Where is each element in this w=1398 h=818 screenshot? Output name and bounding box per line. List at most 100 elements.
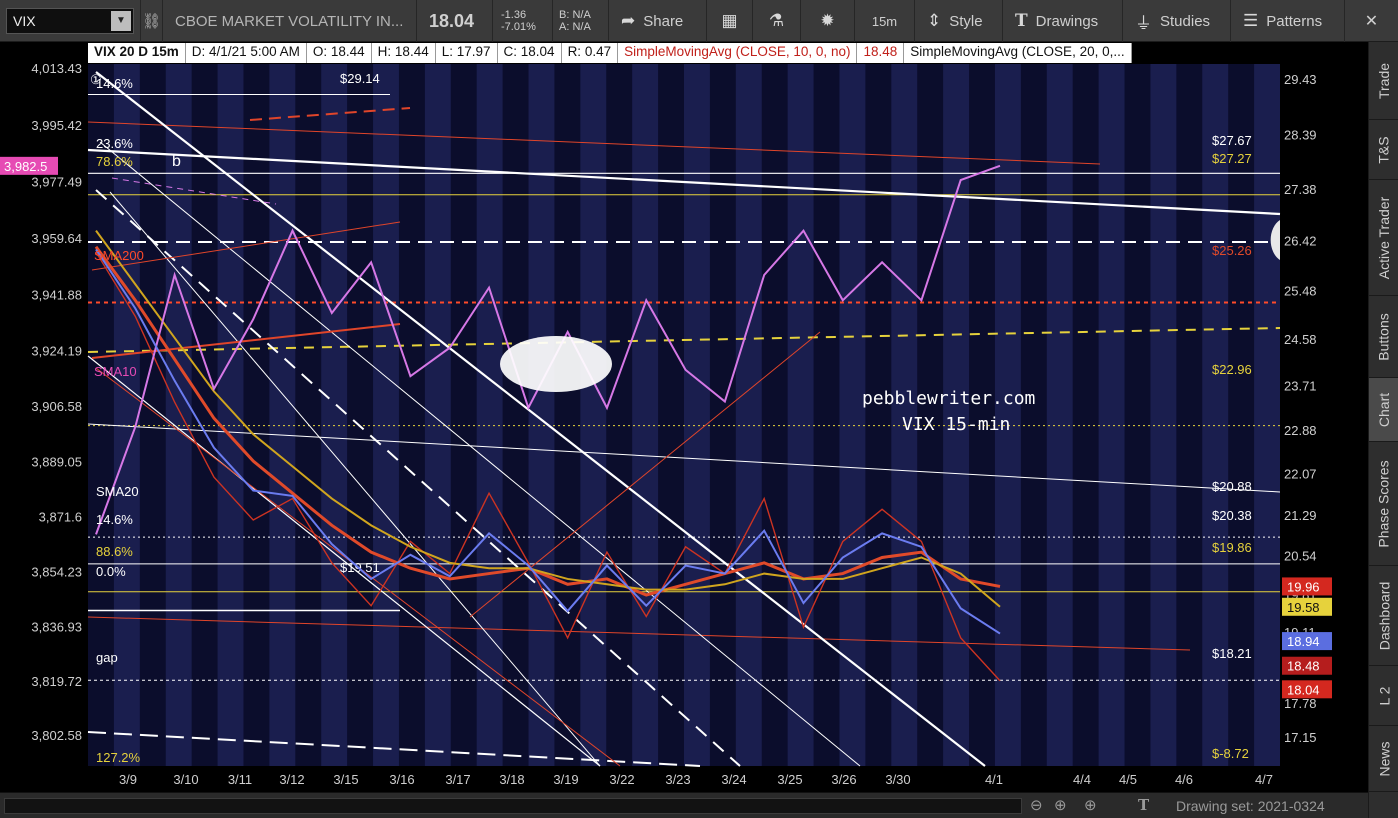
patterns-button[interactable]: ☰ Patterns [1230, 0, 1344, 42]
info-date: D: 4/1/21 5:00 AM [186, 43, 307, 63]
right-tab-strip: Trade T&S Active Trader Buttons Chart Ph… [1368, 42, 1398, 818]
tab-buttons[interactable]: Buttons [1369, 296, 1398, 378]
calculator-icon: ▦ [721, 11, 738, 30]
share-label: Share [643, 12, 684, 30]
settings-button[interactable]: ✹ [800, 0, 854, 42]
level-label: $18.21 [1212, 646, 1252, 661]
horizontal-scrollbar[interactable] [4, 798, 1022, 814]
strategy-button[interactable]: ⚗ [752, 0, 800, 42]
tab-dashboard[interactable]: Dashboard [1369, 566, 1398, 666]
trend-line [87, 731, 701, 767]
info-open: O: 18.44 [307, 43, 372, 63]
x-axis-tick: 3/26 [831, 772, 856, 787]
trend-line [91, 323, 401, 359]
left-axis-tick: 3,819.72 [31, 674, 82, 689]
price-chart[interactable]: VIX 20 D 15m D: 4/1/21 5:00 AM O: 18.44 … [0, 42, 1368, 792]
session-stripe [1098, 64, 1125, 766]
tab-trade[interactable]: Trade [1369, 42, 1398, 120]
left-axis-tick: 3,802.58 [31, 728, 82, 743]
x-axis-tick: 3/17 [445, 772, 470, 787]
info-range: R: 0.47 [562, 43, 619, 63]
chart-annotation: SMA10 [94, 364, 137, 379]
x-axis-tick: 3/23 [665, 772, 690, 787]
crosshair-icon[interactable]: ⊕ [1054, 797, 1067, 814]
x-axis-tick: 3/9 [119, 772, 137, 787]
session-stripe [165, 64, 192, 766]
tab-active-trader[interactable]: Active Trader [1369, 180, 1398, 296]
trend-line [109, 191, 601, 767]
info-symbol: VIX 20 D 15m [88, 43, 186, 63]
level-label: $20.88 [1212, 479, 1252, 494]
series-line-fast-average [95, 248, 1001, 635]
tab-chart[interactable]: Chart [1369, 378, 1398, 442]
share-icon: ➦ [621, 11, 636, 30]
tab-level2[interactable]: L 2 [1369, 666, 1398, 726]
calculator-button[interactable]: ▦ [706, 0, 752, 42]
level-label: $25.26 [1212, 243, 1252, 258]
info-sma20: SimpleMovingAvg (CLOSE, 20, 0,... [904, 43, 1132, 63]
series-line-vix [95, 251, 1001, 682]
info-high: H: 18.44 [372, 43, 436, 63]
session-stripe [943, 64, 970, 766]
zoom-out-icon[interactable]: ⊖ [1030, 797, 1043, 814]
tab-time-and-sales[interactable]: T&S [1369, 120, 1398, 180]
x-axis-tick: 3/15 [333, 772, 358, 787]
session-stripe [891, 64, 918, 766]
scrollbar-thumb[interactable] [5, 799, 1021, 813]
trend-line [87, 355, 601, 767]
style-button[interactable]: ⇕ Style [914, 0, 1002, 42]
zoom-in-icon[interactable]: ⊕ [1084, 797, 1097, 814]
session-stripe [735, 64, 762, 766]
symbol-input[interactable]: VIX ▼ [6, 8, 134, 34]
chart-annotation: gap [96, 650, 118, 665]
right-edge-marker [1270, 220, 1280, 260]
series-line-sma10 [94, 245, 1001, 597]
right-axis-tick: 28.39 [1284, 128, 1317, 143]
level-label: $20.38 [1212, 508, 1252, 523]
level-label: $27.27 [1212, 151, 1252, 166]
x-axis-tick: 4/7 [1255, 772, 1273, 787]
session-stripe [373, 64, 399, 766]
trend-line [249, 107, 411, 121]
style-label: Style [949, 12, 983, 30]
info-close: C: 18.04 [498, 43, 562, 63]
x-axis-tick: 3/10 [173, 772, 198, 787]
drawing-text-icon[interactable]: T [1138, 796, 1150, 814]
left-axis-tick: 3,836.93 [31, 619, 82, 634]
session-stripe [528, 64, 555, 766]
session-stripe [269, 64, 296, 766]
right-axis-tick: 24.58 [1284, 332, 1317, 347]
tab-news[interactable]: News [1369, 726, 1398, 792]
chart-annotation: b [172, 153, 181, 170]
symbol-text: VIX [13, 13, 36, 29]
symbol-dropdown-icon[interactable]: ▼ [111, 11, 131, 31]
trend-line [87, 148, 1281, 216]
close-icon: ✕ [1364, 13, 1379, 30]
session-stripe [787, 64, 814, 766]
timeframe-button[interactable]: 15m [854, 0, 914, 42]
ask-value: A: N/A [559, 21, 591, 33]
drawings-button[interactable]: T Drawings [1002, 0, 1122, 42]
change-value: -1.36 [501, 9, 527, 21]
drawing-set-label[interactable]: Drawing set: 2021-0324 [1176, 798, 1325, 814]
right-price-badge [1282, 577, 1332, 596]
chart-annotation: VIX 15-min [902, 414, 1010, 435]
x-axis-tick: 3/22 [609, 772, 634, 787]
chart-annotation: 88.6% [96, 544, 133, 559]
bottom-bar: ⊖ ⊕ ⊕ T Drawing set: 2021-0324 [0, 792, 1368, 818]
trend-line [87, 423, 1281, 493]
left-highlight-badge [0, 156, 58, 175]
tab-phase-scores[interactable]: Phase Scores [1369, 442, 1398, 566]
patterns-label: Patterns [1266, 12, 1323, 30]
right-axis-tick: 21.29 [1284, 508, 1317, 523]
series-line-sma20 [95, 230, 1001, 608]
left-axis-tick: 3,871.6 [39, 510, 82, 525]
left-axis-tick: 4,013.43 [31, 61, 82, 76]
share-button[interactable]: ➦ Share [608, 0, 706, 42]
studies-button[interactable]: ⏚ Studies [1122, 0, 1230, 42]
close-button[interactable]: ✕ [1344, 0, 1398, 42]
session-stripe [839, 64, 866, 766]
trend-line [87, 121, 1101, 165]
link-icon[interactable]: ⛓ [140, 0, 162, 42]
session-stripe [994, 64, 1021, 766]
